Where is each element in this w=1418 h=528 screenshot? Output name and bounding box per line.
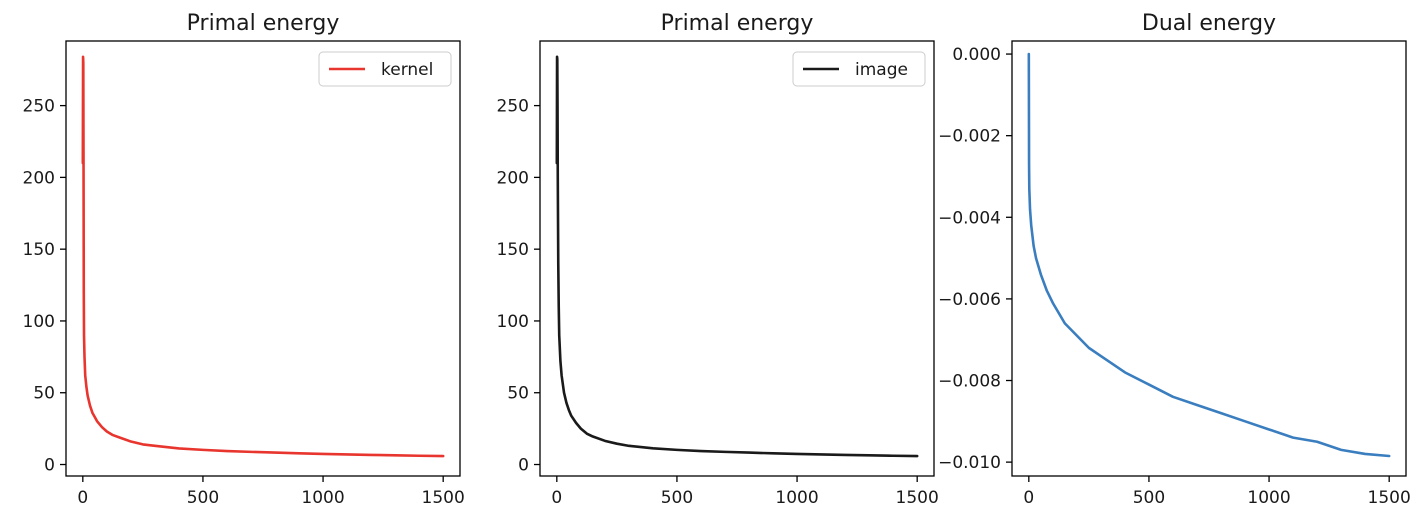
x-tick-label: 1500 — [1368, 488, 1411, 508]
legend-label: image — [855, 60, 908, 80]
y-tick-label: 100 — [497, 312, 529, 332]
y-tick-label: −0.010 — [938, 453, 1001, 473]
x-tick-label: 1000 — [1247, 488, 1290, 508]
x-tick-label: 0 — [551, 488, 562, 508]
y-tick-label: −0.004 — [938, 208, 1001, 228]
series-line-kernel — [81, 55, 445, 458]
y-tick-label: −0.002 — [938, 127, 1001, 147]
series-line-image — [555, 55, 919, 458]
legend-frame — [792, 51, 926, 87]
chart-title: Dual energy — [1142, 11, 1276, 36]
y-tick-label: −0.006 — [938, 290, 1001, 310]
legend: image — [792, 51, 926, 87]
y-tick-label: 200 — [23, 168, 55, 188]
y-tick-label: 250 — [497, 97, 529, 117]
x-tick-label: 1500 — [896, 488, 939, 508]
x-tick-label: 1000 — [775, 488, 818, 508]
y-tick-label: 150 — [497, 240, 529, 260]
x-tick-label: 1500 — [422, 488, 465, 508]
x-tick-label: 500 — [187, 488, 219, 508]
x-tick-label: 500 — [1133, 488, 1165, 508]
chart-panel-kernel-primal-energy: Primal energy 0 500 1000 1500 0 50 100 150 200 250… — [23, 11, 465, 508]
y-tick-label: 0 — [44, 456, 55, 476]
chart-title: Primal energy — [187, 11, 340, 36]
y-tick-label: 50 — [33, 384, 55, 404]
chart-panel-dual-energy: Dual energy 0 500 1000 1500 0.000 −0.002 −0.004… — [938, 11, 1411, 508]
x-tick-label: 0 — [1023, 488, 1034, 508]
x-tick-label: 500 — [661, 488, 693, 508]
axes-frame — [65, 40, 461, 477]
chart-title: Primal energy — [661, 11, 814, 36]
y-tick-label: 200 — [497, 168, 529, 188]
legend-label: kernel — [381, 60, 433, 80]
x-tick-label: 0 — [77, 488, 88, 508]
y-tick-label: 0.000 — [952, 45, 1001, 65]
y-tick-label: 0 — [518, 456, 529, 476]
y-tick-label: 50 — [507, 384, 529, 404]
x-tick-label: 1000 — [301, 488, 344, 508]
chart-panel-image-primal-energy: Primal energy 0 500 1000 1500 0 50 100 150 200 250… — [497, 11, 939, 508]
axes-frame — [539, 40, 935, 477]
y-tick-label: 150 — [23, 240, 55, 260]
legend: kernel — [318, 51, 452, 87]
legend-frame — [318, 51, 452, 87]
y-tick-label: −0.008 — [938, 372, 1001, 392]
y-tick-label: 250 — [23, 97, 55, 117]
axes-frame — [1011, 40, 1407, 477]
series-line — [1027, 52, 1391, 458]
y-tick-label: 100 — [23, 312, 55, 332]
